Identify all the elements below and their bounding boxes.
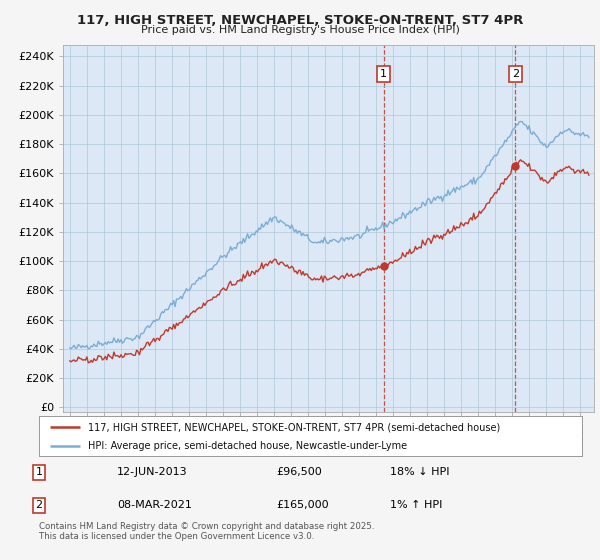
Text: £165,000: £165,000 (276, 500, 329, 510)
Text: 1% ↑ HPI: 1% ↑ HPI (390, 500, 442, 510)
Text: 12-JUN-2013: 12-JUN-2013 (117, 467, 188, 477)
Text: 2: 2 (512, 69, 519, 79)
Text: 18% ↓ HPI: 18% ↓ HPI (390, 467, 449, 477)
Text: 117, HIGH STREET, NEWCHAPEL, STOKE-ON-TRENT, ST7 4PR (semi-detached house): 117, HIGH STREET, NEWCHAPEL, STOKE-ON-TR… (88, 422, 500, 432)
Text: 1: 1 (35, 467, 43, 477)
Text: Price paid vs. HM Land Registry's House Price Index (HPI): Price paid vs. HM Land Registry's House … (140, 25, 460, 35)
Text: 117, HIGH STREET, NEWCHAPEL, STOKE-ON-TRENT, ST7 4PR: 117, HIGH STREET, NEWCHAPEL, STOKE-ON-TR… (77, 14, 523, 27)
Text: 2: 2 (35, 500, 43, 510)
Text: Contains HM Land Registry data © Crown copyright and database right 2025.
This d: Contains HM Land Registry data © Crown c… (39, 522, 374, 542)
Text: HPI: Average price, semi-detached house, Newcastle-under-Lyme: HPI: Average price, semi-detached house,… (88, 441, 407, 451)
Text: 08-MAR-2021: 08-MAR-2021 (117, 500, 192, 510)
Text: 1: 1 (380, 69, 387, 79)
Text: £96,500: £96,500 (276, 467, 322, 477)
